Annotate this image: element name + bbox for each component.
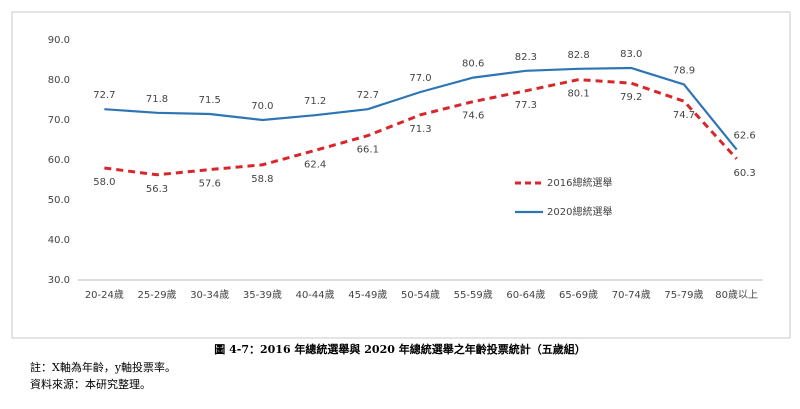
data-label: 56.3 — [146, 184, 168, 195]
data-label: 71.2 — [304, 96, 326, 107]
x-tick-label: 35-39歲 — [243, 288, 282, 301]
x-tick-label: 75-79歲 — [664, 288, 703, 301]
series-line — [104, 66, 738, 151]
x-tick-label: 55-59歲 — [454, 288, 493, 301]
x-tick-label: 65-69歲 — [559, 288, 598, 301]
data-label: 72.7 — [357, 90, 379, 101]
data-label: 77.0 — [409, 73, 431, 84]
y-tick-label: 50.0 — [48, 195, 70, 206]
x-tick-label: 20-24歲 — [85, 288, 124, 301]
y-tick-label: 40.0 — [48, 235, 70, 246]
data-label: 82.3 — [515, 52, 537, 63]
data-label: 80.6 — [462, 59, 484, 70]
x-tick-label: 80歲以上 — [715, 288, 758, 301]
data-label: 70.0 — [251, 101, 273, 112]
x-tick-label: 60-64歲 — [506, 288, 545, 301]
series-line — [104, 78, 738, 177]
legend-label: 2016總統選舉 — [547, 176, 612, 189]
data-label: 58.0 — [93, 177, 115, 188]
data-label: 79.2 — [620, 92, 642, 103]
x-tick-label: 30-34歲 — [190, 288, 229, 301]
data-label: 72.7 — [93, 90, 115, 101]
data-label: 66.1 — [357, 145, 379, 156]
data-label: 71.8 — [146, 94, 168, 105]
data-label: 57.6 — [199, 179, 221, 190]
y-tick-label: 70.0 — [48, 115, 70, 126]
data-label: 80.1 — [567, 89, 589, 100]
chart-frame — [11, 11, 791, 339]
data-label: 62.4 — [304, 159, 326, 170]
x-tick-label: 45-49歲 — [348, 288, 387, 301]
data-label: 82.8 — [567, 50, 589, 61]
x-tick-label: 50-54歲 — [401, 288, 440, 301]
note: 註：X軸為年齡，y軸投票率。 — [30, 360, 176, 374]
legend-label: 2020總統選舉 — [547, 205, 612, 218]
data-label: 74.7 — [673, 110, 695, 121]
data-label: 83.0 — [620, 49, 642, 60]
y-tick-label: 90.0 — [48, 35, 70, 46]
note: 資料來源：本研究整理。 — [30, 377, 151, 391]
data-label: 58.8 — [251, 174, 273, 185]
data-label: 77.3 — [515, 100, 537, 111]
x-tick-label: 40-44歲 — [296, 288, 335, 301]
y-tick-label: 60.0 — [48, 155, 70, 166]
y-tick-label: 30.0 — [48, 275, 70, 286]
caption: 圖 4-7：2016 年總統選舉與 2020 年總統選舉之年齡投票統計（五歲組） — [214, 342, 585, 356]
y-tick-label: 80.0 — [48, 75, 70, 86]
data-label: 62.6 — [734, 131, 756, 142]
data-label: 78.9 — [673, 65, 695, 76]
data-label: 71.5 — [199, 95, 221, 106]
data-label: 60.3 — [734, 168, 756, 179]
x-tick-label: 70-74歲 — [612, 288, 651, 301]
data-label: 71.3 — [409, 124, 431, 135]
data-label: 74.6 — [462, 111, 484, 122]
x-tick-label: 25-29歲 — [138, 288, 177, 301]
